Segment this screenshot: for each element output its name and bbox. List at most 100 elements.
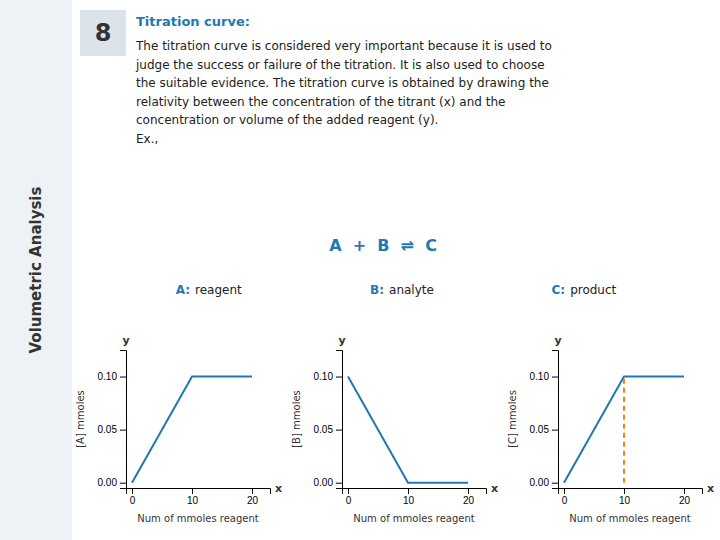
y-tick-label: 0.10 (530, 371, 550, 382)
y-axis-end-label: y (122, 334, 129, 347)
body-text: The titration curve is considered very i… (135, 39, 552, 146)
equation: A + B ⇌ C (329, 236, 437, 255)
x-tick-mark (564, 488, 565, 494)
y-tick: 0.00 (98, 477, 126, 488)
slide-title: Titration curve: (136, 14, 250, 29)
series-line (623, 377, 625, 483)
series-line (564, 377, 684, 483)
y-axis: 0.00 0.05 0.10 (98, 351, 127, 489)
y-tick-label: 0.00 (314, 477, 334, 488)
x-tick: 0 (562, 488, 568, 506)
x-axis-line (343, 489, 487, 495)
x-tick-label: 0 (130, 495, 136, 506)
y-tick-mark (552, 430, 558, 431)
y-tick-mark (120, 377, 126, 378)
x-tick: 10 (187, 488, 199, 506)
y-tick: 0.05 (314, 424, 342, 435)
y-axis-title: [A] mmoles (75, 390, 86, 448)
y-tick-mark (336, 377, 342, 378)
y-tick-label: 0.10 (314, 371, 334, 382)
label-key: B: (370, 283, 384, 297)
y-axis: 0.00 0.05 0.10 (530, 351, 559, 489)
x-tick: 20 (463, 488, 475, 506)
body-line: Ex., (136, 132, 158, 146)
x-tick: 10 (403, 488, 415, 506)
y-tick: 0.10 (530, 371, 558, 382)
y-tick-mark (120, 430, 126, 431)
label-desc: analyte (389, 283, 434, 297)
x-axis-title: Num of mmoles reagent (137, 513, 258, 524)
plot-area (132, 377, 252, 483)
x-tick-label: 20 (247, 495, 259, 506)
y-axis-line (336, 351, 343, 489)
x-axis-end-label: x (491, 482, 498, 495)
page: Volumetric Analysis 8 Titration curve: The … (0, 0, 720, 540)
series-line (132, 377, 252, 483)
y-axis: 0.00 0.05 0.10 (314, 351, 343, 489)
number-text: 8 (95, 19, 112, 47)
y-tick: 0.10 (98, 371, 126, 382)
x-tick: 0 (346, 488, 352, 506)
x-tick: 20 (679, 488, 691, 506)
series-line (348, 377, 468, 483)
body-line: concentration or volume of the added rea… (136, 113, 438, 127)
y-tick-mark (120, 483, 126, 484)
y-axis-line (552, 351, 559, 489)
x-tick-label: 10 (403, 495, 415, 506)
y-tick-mark (552, 483, 558, 484)
x-axis-title: Num of mmoles reagent (569, 513, 690, 524)
x-axis-end-label: x (275, 482, 282, 495)
x-axis: 0 10 20 (127, 488, 271, 506)
chart: 0 10 20 0.00 0.05 0.10 Num of mmoles reagent [C… (507, 334, 714, 524)
y-tick-mark (336, 430, 342, 431)
y-tick-label: 0.00 (530, 477, 550, 488)
y-axis-end-label: y (554, 334, 561, 347)
x-axis-line (559, 489, 703, 495)
body-line: relativity between the concentration of … (136, 95, 505, 109)
x-tick: 10 (619, 488, 631, 506)
y-tick: 0.00 (314, 477, 342, 488)
chart: 0 10 20 0.00 0.05 0.10 Num of mmoles reagent [B… (291, 334, 498, 524)
y-tick-label: 0.05 (314, 424, 334, 435)
y-tick-mark (336, 483, 342, 484)
x-tick-mark (684, 488, 685, 494)
x-tick-mark (192, 488, 193, 494)
x-tick-label: 20 (679, 495, 691, 506)
x-tick-label: 10 (187, 495, 199, 506)
label-key: C: (552, 283, 566, 297)
y-tick-label: 0.05 (98, 424, 118, 435)
sidebar (0, 0, 72, 540)
y-axis-end-label: y (338, 334, 345, 347)
body-line: judge the success or failure of the titr… (135, 58, 545, 72)
x-axis-line (127, 489, 271, 495)
x-tick: 20 (247, 488, 259, 506)
x-axis: 0 10 20 (559, 488, 703, 506)
x-tick-mark (252, 488, 253, 494)
chart: 0 10 20 0.00 0.05 0.10 Num of mmoles reagent [A… (75, 334, 282, 524)
label-desc: product (570, 283, 616, 297)
y-tick-label: 0.05 (530, 424, 550, 435)
x-tick-mark (348, 488, 349, 494)
x-axis-title: Num of mmoles reagent (353, 513, 474, 524)
x-tick-mark (132, 488, 133, 494)
y-tick: 0.05 (98, 424, 126, 435)
y-tick-mark (552, 377, 558, 378)
label-key: A: (176, 283, 190, 297)
y-tick: 0.05 (530, 424, 558, 435)
label-desc: reagent (195, 283, 242, 297)
y-axis-title: [C] mmoles (507, 390, 518, 448)
x-tick-label: 10 (619, 495, 631, 506)
y-tick-label: 0.00 (98, 477, 118, 488)
y-axis-title: [B] mmoles (291, 390, 302, 448)
plot-area (564, 377, 684, 483)
x-tick-label: 0 (562, 495, 568, 506)
number-box (80, 10, 126, 56)
x-axis-end-label: x (707, 482, 714, 495)
sidebar-text: Volumetric Analysis (27, 186, 45, 353)
x-tick-label: 0 (346, 495, 352, 506)
x-tick: 0 (130, 488, 136, 506)
x-axis: 0 10 20 (343, 488, 487, 506)
y-axis-line (120, 351, 127, 489)
body-line: The titration curve is considered very i… (135, 39, 552, 53)
x-tick-label: 20 (463, 495, 475, 506)
